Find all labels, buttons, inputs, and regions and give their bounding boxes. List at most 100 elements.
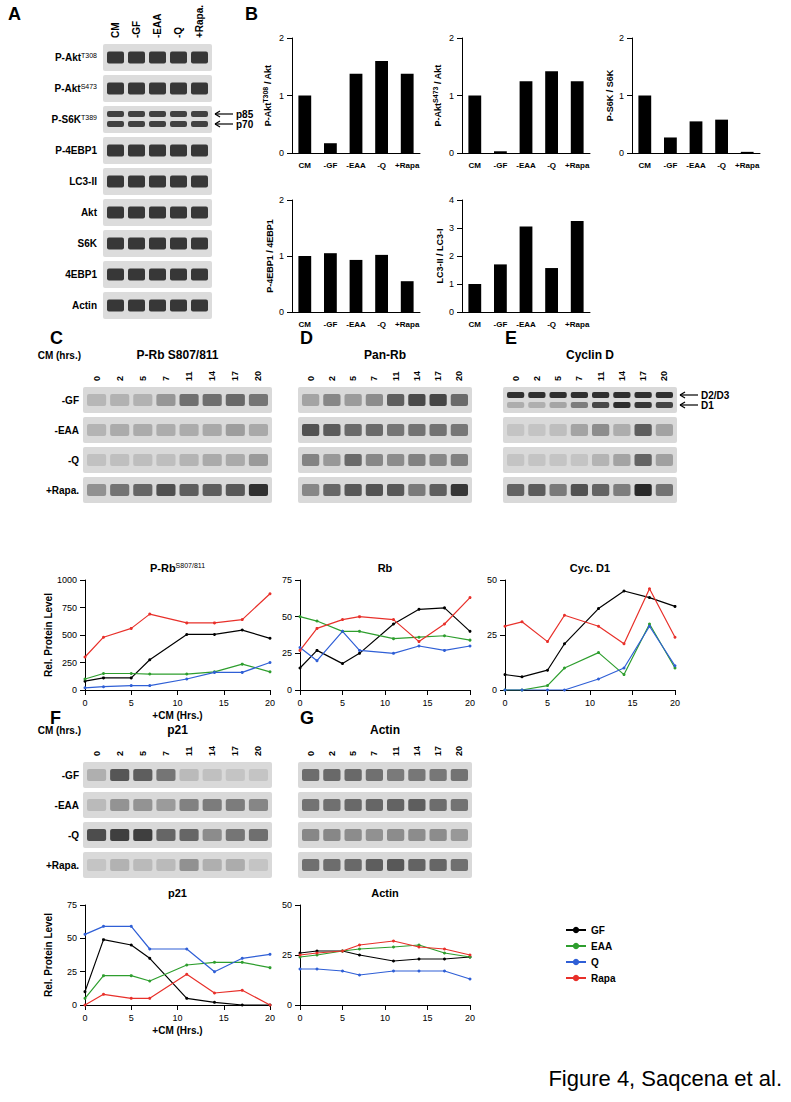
svg-text:15: 15 [422,1013,432,1023]
svg-text:0: 0 [306,751,316,756]
svg-text:11: 11 [391,371,401,381]
svg-text:2: 2 [449,251,454,261]
svg-text:0: 0 [72,1000,77,1010]
svg-text:2: 2 [115,751,125,756]
svg-text:2: 2 [115,376,125,381]
svg-text:1: 1 [279,251,284,261]
svg-text:-Q: -Q [717,161,726,170]
svg-text:Pan-Rb: Pan-Rb [364,348,406,362]
svg-text:+Rapa: +Rapa [565,161,590,170]
svg-text:250: 250 [62,658,77,668]
svg-text:20: 20 [659,371,669,381]
svg-text:p21: p21 [168,887,187,899]
svg-text:CM: CM [469,320,482,329]
svg-text:0: 0 [279,148,284,158]
svg-text:0: 0 [492,685,497,695]
svg-text:0: 0 [449,148,454,158]
svg-text:T308: T308 [81,52,97,59]
svg-text:P-Akt: P-Akt [433,103,443,127]
svg-text:-GF: -GF [131,21,142,38]
svg-text:0: 0 [92,751,102,756]
svg-text:5: 5 [138,751,148,756]
svg-text:7: 7 [574,376,584,381]
svg-text:T389: T389 [81,114,97,121]
svg-text:S6K: S6K [78,238,98,249]
svg-text:D1: D1 [701,400,714,411]
svg-text:75: 75 [282,575,292,585]
svg-text:CM: CM [110,22,121,38]
svg-text:14: 14 [412,746,422,756]
svg-text:0: 0 [297,1013,302,1023]
svg-text:1: 1 [279,91,284,101]
svg-text:-EAA: -EAA [346,320,366,329]
svg-text:GF: GF [591,925,605,936]
svg-text:7: 7 [369,751,379,756]
svg-text:p21: p21 [167,723,188,737]
svg-text:P-Akt: P-Akt [263,103,273,127]
svg-text:1000: 1000 [57,575,77,585]
svg-text:-GF: -GF [324,161,338,170]
svg-text:1: 1 [449,91,454,101]
svg-text:CM (hrs.): CM (hrs.) [38,350,81,361]
svg-text:-Q: -Q [173,27,184,38]
svg-text:Cyc. D1: Cyc. D1 [570,562,610,574]
svg-text:10: 10 [585,698,595,708]
svg-text:0: 0 [511,376,521,381]
svg-text:11: 11 [184,371,194,381]
svg-text:+CM (Hrs.): +CM (Hrs.) [152,710,202,721]
svg-text:Cyclin D: Cyclin D [566,348,614,362]
svg-text:4EBP1: 4EBP1 [65,269,97,280]
svg-text:50: 50 [282,900,292,910]
svg-text:-Q: -Q [68,455,79,466]
svg-text:-Q: -Q [547,320,556,329]
svg-text:0: 0 [92,376,102,381]
svg-text:P-Akt: P-Akt [55,52,82,63]
svg-text:1: 1 [449,279,454,289]
svg-text:7: 7 [369,376,379,381]
svg-text:Actin: Actin [370,723,400,737]
svg-text:1: 1 [619,91,624,101]
svg-text:17: 17 [433,371,443,381]
svg-text:Actin: Actin [371,887,399,899]
svg-text:2: 2 [279,33,284,43]
svg-text:750: 750 [62,603,77,613]
svg-text:CM: CM [469,161,482,170]
svg-text:5: 5 [348,751,358,756]
svg-text:Akt: Akt [81,207,98,218]
svg-text:Rel. Protein Level: Rel. Protein Level [43,913,54,997]
svg-text:-EAA: -EAA [686,161,706,170]
svg-text:20: 20 [253,371,263,381]
svg-text:5: 5 [138,376,148,381]
svg-text:-EAA: -EAA [152,14,163,38]
svg-text:D: D [300,328,313,348]
svg-text:20: 20 [465,698,475,708]
svg-text:CM: CM [299,161,312,170]
svg-text:0: 0 [287,1000,292,1010]
svg-text:-GF: -GF [494,161,508,170]
svg-text:11: 11 [391,746,401,756]
svg-text:5: 5 [348,376,358,381]
svg-text:/ Akt: / Akt [263,65,273,87]
svg-text:10: 10 [380,1013,390,1023]
svg-text:A: A [8,4,21,24]
svg-text:2: 2 [619,33,624,43]
svg-text:17: 17 [638,371,648,381]
svg-text:0: 0 [449,307,454,317]
svg-text:Rel. Protein Level: Rel. Protein Level [43,593,54,677]
svg-text:S473: S473 [432,86,439,102]
svg-text:Figure 4, Saqcena et al.: Figure 4, Saqcena et al. [548,1066,782,1091]
svg-text:50: 50 [282,612,292,622]
svg-text:75: 75 [67,900,77,910]
svg-text:Actin: Actin [72,300,97,311]
svg-text:P-Rb: P-Rb [150,562,176,574]
svg-text:25: 25 [487,630,497,640]
svg-text:14: 14 [617,371,627,381]
svg-text:P-4EBP1 / 4EBP1: P-4EBP1 / 4EBP1 [265,219,275,293]
svg-text:-Q: -Q [377,320,386,329]
svg-text:p70: p70 [236,119,254,130]
svg-text:20: 20 [265,1013,275,1023]
svg-text:-Q: -Q [68,830,79,841]
svg-text:0: 0 [82,1013,87,1023]
svg-text:5: 5 [129,1013,134,1023]
svg-text:0: 0 [82,698,87,708]
